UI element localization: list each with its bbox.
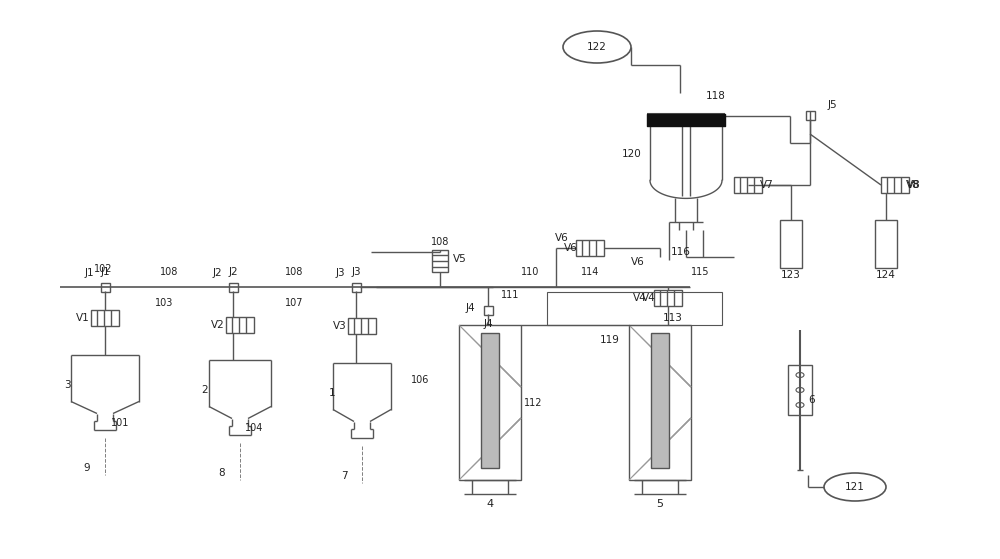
Text: J4: J4: [465, 303, 475, 313]
Bar: [881, 177, 909, 193]
Text: V3: V3: [333, 321, 347, 331]
Text: V4: V4: [642, 293, 656, 303]
Text: V5: V5: [453, 254, 467, 264]
Text: 9: 9: [84, 463, 90, 473]
Bar: [352, 282, 360, 291]
Bar: [788, 365, 812, 415]
Text: 102: 102: [94, 264, 112, 274]
Text: J2: J2: [212, 268, 222, 278]
Text: 112: 112: [524, 397, 542, 408]
Text: J3: J3: [335, 268, 345, 278]
Text: 110: 110: [521, 267, 539, 277]
Bar: [481, 333, 499, 468]
Text: V6: V6: [564, 243, 578, 253]
Text: V8: V8: [907, 180, 921, 190]
Bar: [654, 290, 682, 306]
Text: 104: 104: [245, 423, 263, 433]
Text: 101: 101: [111, 418, 129, 428]
Bar: [91, 310, 119, 326]
Text: 124: 124: [876, 270, 896, 280]
Text: J1: J1: [84, 268, 94, 278]
Bar: [226, 317, 254, 333]
Bar: [780, 220, 802, 268]
Text: V6: V6: [555, 233, 569, 243]
Text: 3: 3: [64, 380, 70, 390]
Bar: [629, 325, 691, 480]
Bar: [484, 306, 492, 315]
Text: 123: 123: [781, 270, 801, 280]
Text: V1: V1: [76, 313, 90, 323]
Text: 106: 106: [411, 375, 429, 385]
Bar: [576, 240, 604, 256]
Bar: [547, 292, 722, 325]
Text: V2: V2: [211, 320, 225, 330]
Bar: [806, 111, 814, 120]
Text: 115: 115: [691, 267, 709, 277]
Text: 103: 103: [155, 298, 173, 308]
Bar: [432, 250, 448, 272]
Text: 118: 118: [706, 91, 726, 101]
Text: 119: 119: [600, 335, 620, 345]
Bar: [100, 282, 110, 291]
Text: J3: J3: [351, 267, 361, 277]
Text: 114: 114: [581, 267, 599, 277]
Text: V8: V8: [906, 180, 920, 190]
Text: J4: J4: [483, 319, 493, 329]
Bar: [348, 318, 376, 334]
Text: 1: 1: [329, 388, 335, 398]
Text: 107: 107: [285, 298, 304, 308]
Bar: [459, 325, 521, 480]
Text: 116: 116: [671, 248, 691, 257]
Bar: [651, 333, 669, 468]
Text: 122: 122: [587, 42, 607, 52]
Bar: [228, 282, 238, 291]
Text: 7: 7: [341, 471, 347, 481]
Text: 113: 113: [663, 313, 683, 323]
Text: 108: 108: [285, 267, 304, 277]
Text: 121: 121: [845, 482, 865, 492]
Text: V7: V7: [760, 180, 774, 190]
Text: 5: 5: [656, 499, 664, 509]
Text: 111: 111: [501, 290, 519, 300]
Text: J2: J2: [228, 267, 238, 277]
Text: 8: 8: [219, 468, 225, 478]
Text: J5: J5: [827, 100, 837, 110]
Text: 120: 120: [622, 149, 642, 159]
Text: 108: 108: [160, 267, 178, 277]
Text: V4: V4: [633, 293, 647, 303]
Bar: [875, 220, 897, 268]
Text: 6: 6: [809, 395, 815, 405]
Text: J1: J1: [100, 267, 110, 277]
Text: 4: 4: [486, 499, 494, 509]
Text: V6: V6: [631, 257, 645, 267]
Text: 2: 2: [202, 385, 208, 395]
Bar: [734, 177, 762, 193]
Text: 108: 108: [431, 237, 449, 247]
